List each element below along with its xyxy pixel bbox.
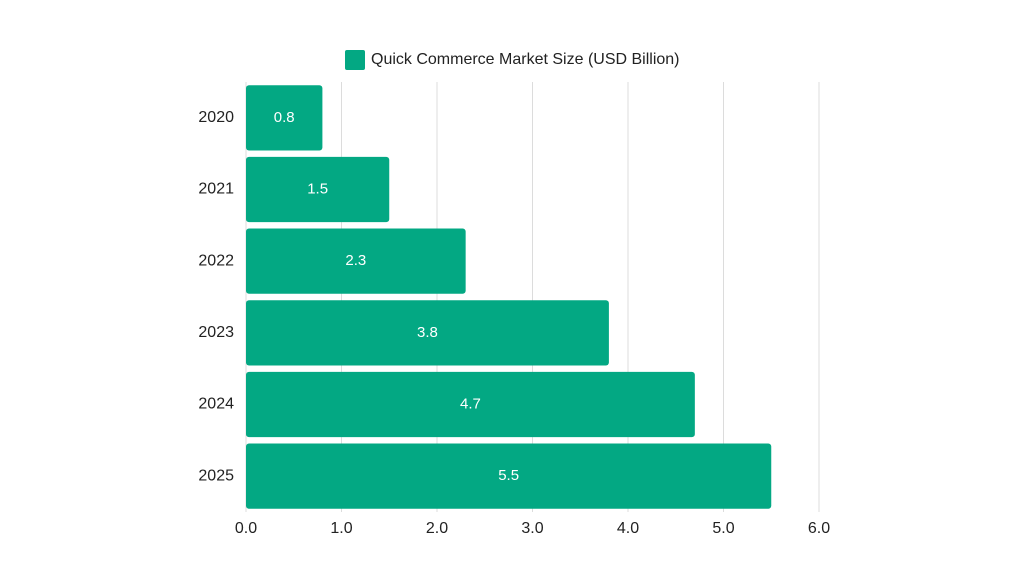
bar xyxy=(246,443,772,509)
value-label: 1.5 xyxy=(307,180,328,197)
y-tick-label: 2024 xyxy=(198,396,234,413)
value-label: 2.3 xyxy=(345,252,366,269)
y-tick-label: 2022 xyxy=(198,252,234,269)
x-tick-label: 4.0 xyxy=(617,520,639,537)
x-tick-label: 3.0 xyxy=(521,520,543,537)
value-label: 3.8 xyxy=(417,324,438,341)
y-tick-label: 2025 xyxy=(198,467,234,484)
x-tick-label: 6.0 xyxy=(808,520,830,537)
y-tick-label: 2023 xyxy=(198,324,234,341)
y-tick-label: 2020 xyxy=(198,109,234,126)
bar xyxy=(246,300,609,366)
legend-swatch xyxy=(345,50,365,70)
value-label: 4.7 xyxy=(460,395,481,412)
x-tick-label: 5.0 xyxy=(712,520,734,537)
bar xyxy=(246,371,695,438)
value-label: 0.8 xyxy=(274,109,295,126)
bar xyxy=(246,156,390,223)
x-tick-label: 2.0 xyxy=(426,520,448,537)
value-label: 5.5 xyxy=(498,467,519,484)
legend-label: Quick Commerce Market Size (USD Billion) xyxy=(371,51,680,68)
bar xyxy=(246,228,466,294)
x-tick-label: 0.0 xyxy=(235,520,257,537)
x-tick-label: 1.0 xyxy=(330,520,352,537)
bar xyxy=(246,85,323,151)
y-tick-label: 2021 xyxy=(198,181,234,198)
